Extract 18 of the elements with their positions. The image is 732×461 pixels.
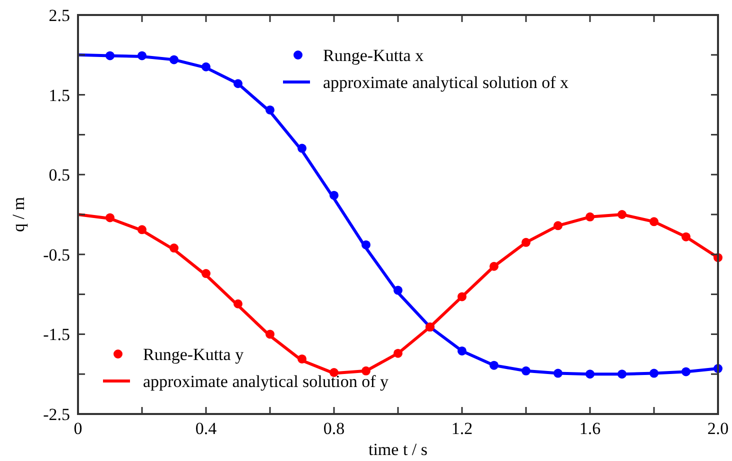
x-tick-label: 1.6 [579, 419, 601, 438]
x-tick-label: 2.0 [707, 419, 729, 438]
legend-label: approximate analytical solution of x [323, 73, 569, 92]
x-tick-label: 0.8 [323, 419, 345, 438]
y-tick-label: -2.5 [43, 405, 70, 424]
x-tick-label: 1.2 [451, 419, 473, 438]
legend-label: Runge-Kutta x [323, 46, 424, 65]
legend-label: Runge-Kutta y [143, 345, 244, 364]
x-axis-title: time t / s [368, 440, 428, 459]
y-tick-label: 2.5 [48, 6, 70, 25]
x-tick-label: 0.4 [195, 419, 218, 438]
y-tick-label: -1.5 [43, 325, 70, 344]
y-tick-label: 0.5 [48, 166, 70, 185]
x-tick-label: 0 [74, 419, 82, 438]
legend-label: approximate analytical solution of y [143, 372, 389, 391]
y-tick-label: 1.5 [48, 86, 70, 105]
y-tick-label: -0.5 [43, 245, 70, 264]
y-axis-title: q / m [9, 197, 28, 232]
